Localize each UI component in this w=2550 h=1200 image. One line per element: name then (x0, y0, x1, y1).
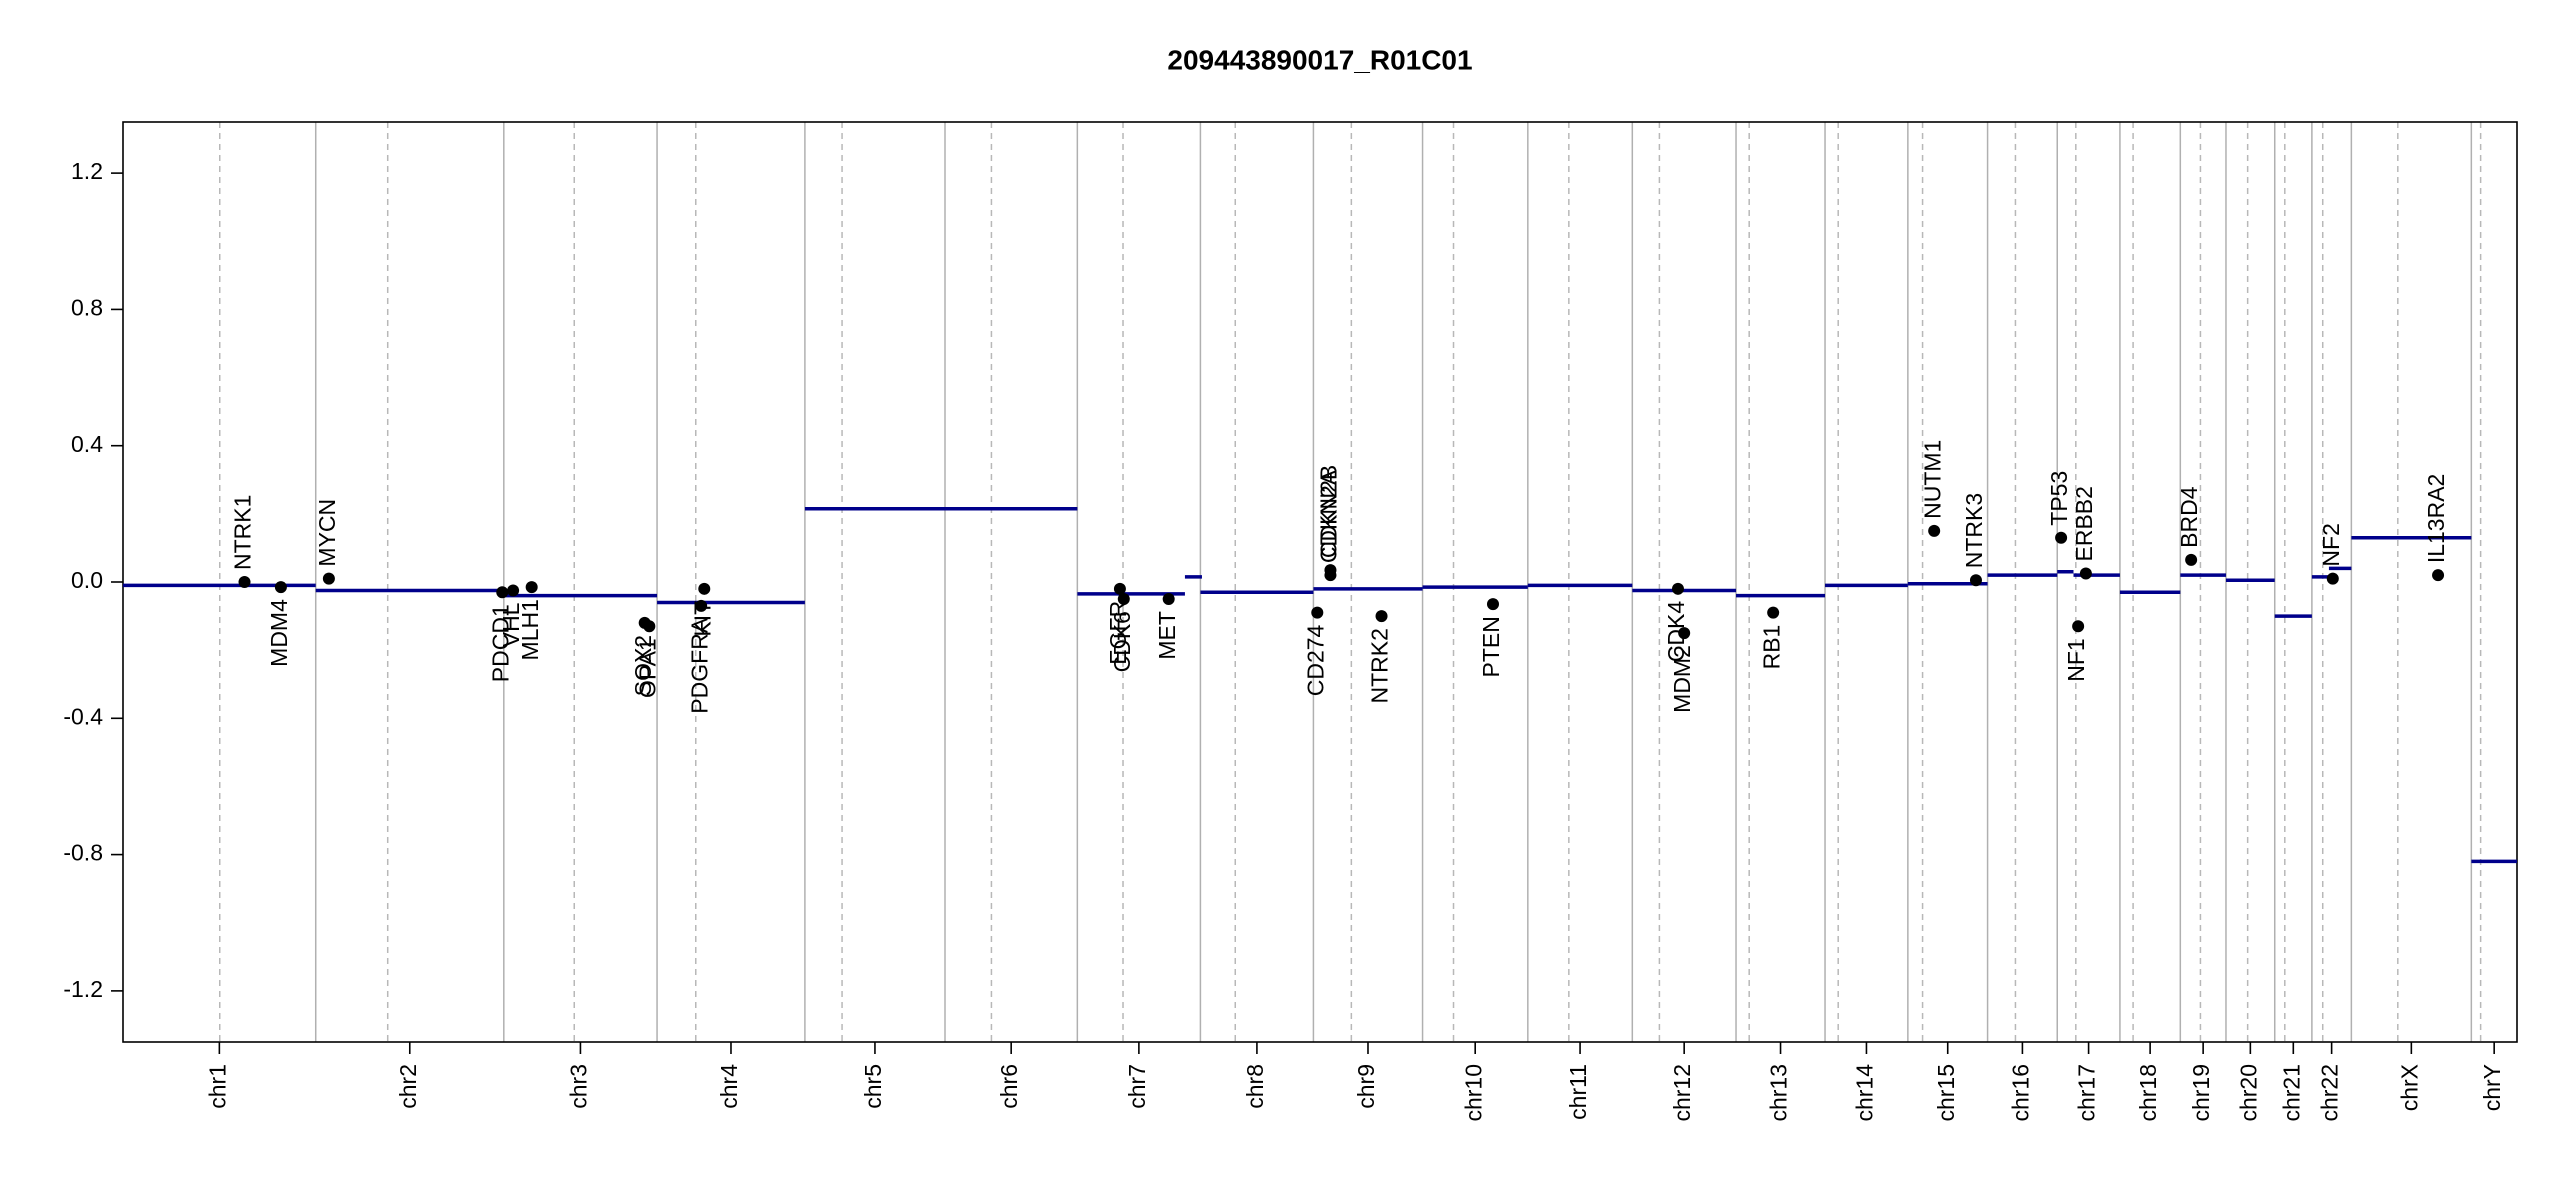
gene-label: CD274 (1302, 624, 1328, 696)
x-tick-label: chr7 (1124, 1064, 1150, 1109)
y-tick-label: 1.2 (71, 158, 103, 184)
gene-label: PDCD1 (487, 604, 513, 682)
gene-point (1162, 593, 1175, 606)
gene-point (1375, 610, 1388, 623)
gene-point (1928, 524, 1941, 537)
gene-point (698, 582, 711, 595)
x-tick-label: chr16 (2007, 1064, 2033, 1122)
gene-point (2072, 620, 2085, 633)
y-tick-label: -0.4 (63, 703, 103, 729)
gene-point (2432, 569, 2445, 582)
gene-label: SOX2 (630, 635, 656, 696)
x-tick-label: chr14 (1852, 1064, 1878, 1122)
x-tick-label: chr6 (996, 1064, 1022, 1109)
gene-label: MDM4 (266, 599, 292, 667)
x-tick-label: chr3 (566, 1064, 592, 1109)
gene-label: OPA1 (634, 638, 660, 698)
gene-point (496, 586, 509, 599)
gene-point (695, 599, 708, 612)
gene-label: NTRK3 (1961, 493, 1987, 568)
gene-point (1113, 582, 1126, 595)
x-tick-label: chr1 (204, 1064, 230, 1109)
y-tick-label: -0.8 (63, 840, 103, 866)
gene-point (507, 584, 520, 597)
x-tick-label: chr20 (2235, 1064, 2261, 1122)
x-tick-label: chr5 (860, 1064, 886, 1109)
x-tick-label: chr15 (1933, 1064, 1959, 1122)
gene-point (1486, 598, 1499, 611)
gene-point (1324, 564, 1337, 577)
x-tick-label: chr11 (1565, 1064, 1591, 1120)
x-tick-label: chr19 (2188, 1064, 2214, 1122)
gene-point (1117, 593, 1130, 606)
x-tick-label: chr17 (2074, 1064, 2100, 1122)
gene-label: MDM2 (1669, 645, 1695, 713)
plot-frame (122, 121, 2518, 1043)
gene-label: NTRK2 (1367, 628, 1393, 703)
gene-label: CDKN2A (1316, 469, 1342, 563)
x-tick-label: chr18 (2135, 1064, 2161, 1122)
gene-point (525, 581, 538, 594)
y-tick-label: -1.2 (63, 976, 103, 1002)
gene-label: NF2 (2318, 523, 2344, 566)
gene-label: CDKN2B (1316, 465, 1342, 558)
gene-label: EGFR (1105, 601, 1131, 665)
x-tick-label: chr12 (1669, 1064, 1695, 1122)
x-tick-label: chr22 (2317, 1064, 2343, 1122)
gene-label: PTEN (1478, 616, 1504, 677)
gene-point (1678, 627, 1691, 640)
x-tick-label: chr2 (395, 1064, 421, 1109)
gene-label: TP53 (2046, 471, 2072, 526)
gene-point (1311, 606, 1324, 619)
gene-label: MLH1 (517, 599, 543, 660)
gene-label: CDK6 (1109, 611, 1135, 672)
gene-label: MET (1154, 611, 1180, 660)
gene-point (2079, 567, 2092, 580)
gene-point (2326, 572, 2339, 585)
gene-label: IL13RA2 (2423, 474, 2449, 564)
x-tick-label: chr9 (1353, 1064, 1379, 1109)
gene-point (238, 576, 251, 588)
gene-label: VHL (498, 602, 524, 647)
gene-point (1671, 582, 1684, 595)
gene-point (1969, 574, 1982, 587)
chart-title: 209443890017_R01C01 (1167, 44, 1472, 75)
y-tick-label: 0.0 (71, 567, 103, 593)
gene-label: RB1 (1758, 625, 1784, 670)
y-tick-label: 0.4 (71, 431, 103, 457)
x-tick-label: chr10 (1460, 1064, 1486, 1122)
gene-point (322, 572, 335, 585)
gene-label: PDGFRA (686, 617, 712, 714)
x-tick-label: chr13 (1766, 1064, 1792, 1122)
gene-label: NUTM1 (1919, 440, 1945, 519)
gene-label: BRD4 (2176, 486, 2202, 548)
x-tick-label: chr4 (716, 1064, 742, 1109)
gene-label: NF1 (2063, 638, 2089, 681)
x-tick-label: chrX (2396, 1064, 2422, 1111)
gene-label: NTRK1 (230, 495, 256, 570)
y-tick-label: 0.8 (71, 294, 103, 320)
gene-label: ERBB2 (2071, 486, 2097, 561)
gene-label: KIT (689, 601, 715, 637)
x-tick-label: chr21 (2278, 1064, 2304, 1122)
gene-label: MYCN (314, 499, 340, 567)
gene-point (2185, 553, 2198, 566)
x-tick-label: chrY (2479, 1064, 2505, 1111)
gene-point (643, 620, 656, 633)
gene-point (2055, 531, 2068, 544)
gene-point (274, 581, 287, 594)
gene-point (1767, 606, 1780, 619)
x-tick-label: chr8 (1242, 1064, 1268, 1109)
